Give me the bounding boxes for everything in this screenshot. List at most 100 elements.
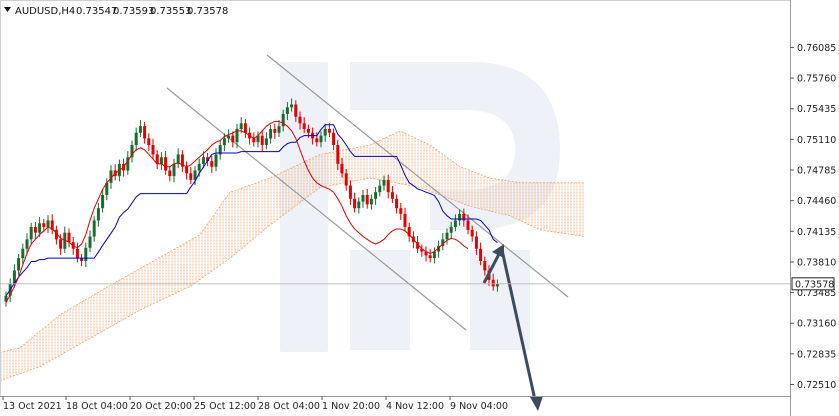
price-tick-label-4: 0.74785 bbox=[797, 166, 836, 177]
candle bbox=[21, 243, 25, 265]
caret-down-icon[interactable] bbox=[4, 7, 11, 12]
candle-body bbox=[130, 145, 134, 158]
candle-body bbox=[458, 213, 462, 221]
candle-body bbox=[449, 227, 453, 233]
price-tick-label-6: 0.74135 bbox=[797, 227, 836, 238]
candle bbox=[348, 180, 352, 205]
candle-body bbox=[164, 157, 168, 171]
candle bbox=[151, 138, 155, 159]
time-tick-label-7: 9 Nov 04:00 bbox=[450, 401, 508, 412]
candle bbox=[290, 98, 294, 112]
candle-body bbox=[92, 220, 96, 237]
candle-body bbox=[206, 157, 210, 162]
chart-header: AUDUSD,H4 0.73547 0.73593 0.73553 0.7357… bbox=[4, 6, 228, 17]
candle bbox=[92, 216, 96, 242]
price-tick-label-1: 0.75760 bbox=[797, 74, 836, 85]
current-price-tag: 0.73578 bbox=[791, 277, 835, 291]
candle-body bbox=[59, 239, 63, 249]
candle bbox=[319, 131, 323, 148]
candle bbox=[424, 246, 428, 262]
candle-body bbox=[193, 170, 197, 180]
candle-body bbox=[495, 283, 499, 287]
candle-body bbox=[298, 116, 302, 124]
candle bbox=[386, 174, 390, 199]
candle-body bbox=[42, 223, 46, 228]
candle bbox=[294, 100, 298, 122]
candle-body bbox=[336, 145, 340, 164]
candle-body bbox=[390, 192, 394, 199]
candle bbox=[407, 222, 411, 242]
candle-body bbox=[353, 198, 357, 209]
candle bbox=[227, 129, 231, 143]
candle bbox=[185, 161, 189, 180]
candle-body bbox=[138, 126, 142, 133]
candle-body bbox=[126, 157, 130, 171]
candle-body bbox=[168, 170, 172, 177]
candle bbox=[231, 131, 235, 148]
candle bbox=[33, 221, 37, 239]
candle-body bbox=[260, 135, 264, 146]
candle-body bbox=[243, 123, 247, 133]
price-tick-label-10: 0.72835 bbox=[797, 349, 836, 360]
candle-body bbox=[453, 220, 457, 228]
close-value: 0.73578 bbox=[187, 6, 228, 17]
candle-body bbox=[88, 236, 92, 248]
candle-body bbox=[273, 129, 277, 133]
candle bbox=[365, 188, 369, 209]
candle bbox=[315, 132, 319, 147]
candle-body bbox=[218, 145, 222, 155]
candle bbox=[46, 215, 50, 234]
candle-body bbox=[105, 182, 109, 195]
candle bbox=[466, 214, 470, 235]
price-tick-label-8: 0.73485 bbox=[797, 288, 836, 299]
candle bbox=[50, 214, 54, 235]
candle-body bbox=[428, 255, 432, 259]
candle-body bbox=[399, 208, 403, 214]
time-tick-label-6: 4 Nov 12:00 bbox=[386, 401, 444, 412]
candle bbox=[130, 140, 134, 163]
time-tick-label-5: 1 Nov 20:00 bbox=[322, 401, 380, 412]
time-tick-label-2: 20 Oct 20:00 bbox=[130, 401, 192, 412]
candle bbox=[126, 151, 130, 175]
price-tick-label-5: 0.74460 bbox=[797, 196, 836, 207]
candle-body bbox=[382, 179, 386, 186]
candle-body bbox=[201, 157, 205, 164]
candle-body bbox=[197, 163, 201, 171]
candle bbox=[428, 249, 432, 263]
candle-body bbox=[466, 220, 470, 230]
candle-body bbox=[491, 279, 495, 287]
candle bbox=[390, 186, 394, 204]
forecast-down-arrow bbox=[500, 249, 537, 401]
candle-body bbox=[269, 129, 273, 139]
time-tick-label-3: 25 Oct 12:00 bbox=[194, 401, 256, 412]
candle bbox=[281, 109, 285, 132]
candle bbox=[96, 203, 100, 227]
time-axis: 13 Oct 2021 18 Oct 04:00 20 Oct 20:00 25 Oc… bbox=[2, 396, 508, 412]
candle bbox=[189, 167, 193, 185]
forecast-up-arrowhead bbox=[492, 244, 504, 258]
candle bbox=[453, 214, 457, 232]
candle-body bbox=[54, 229, 58, 240]
candle bbox=[336, 139, 340, 171]
candle bbox=[353, 192, 357, 213]
candle bbox=[458, 209, 462, 226]
candle bbox=[357, 197, 361, 214]
candle bbox=[235, 123, 239, 149]
senkou-span-a bbox=[0, 130, 585, 353]
price-tick-label-0: 0.76085 bbox=[797, 43, 836, 54]
candle-body bbox=[239, 123, 243, 129]
candle-body bbox=[374, 192, 378, 199]
candle bbox=[369, 194, 373, 210]
channel-lower-line bbox=[166, 87, 467, 331]
candle-body bbox=[256, 135, 260, 143]
candle-body bbox=[96, 208, 100, 221]
high-value: 0.73593 bbox=[113, 6, 154, 17]
candle-body bbox=[323, 129, 327, 136]
candle-body bbox=[222, 138, 226, 146]
candle bbox=[479, 242, 483, 266]
low-value: 0.73553 bbox=[150, 6, 191, 17]
candle bbox=[403, 207, 407, 232]
candle-body bbox=[306, 129, 310, 133]
candle-body bbox=[147, 138, 151, 146]
price-tick-label-7: 0.73810 bbox=[797, 257, 836, 268]
